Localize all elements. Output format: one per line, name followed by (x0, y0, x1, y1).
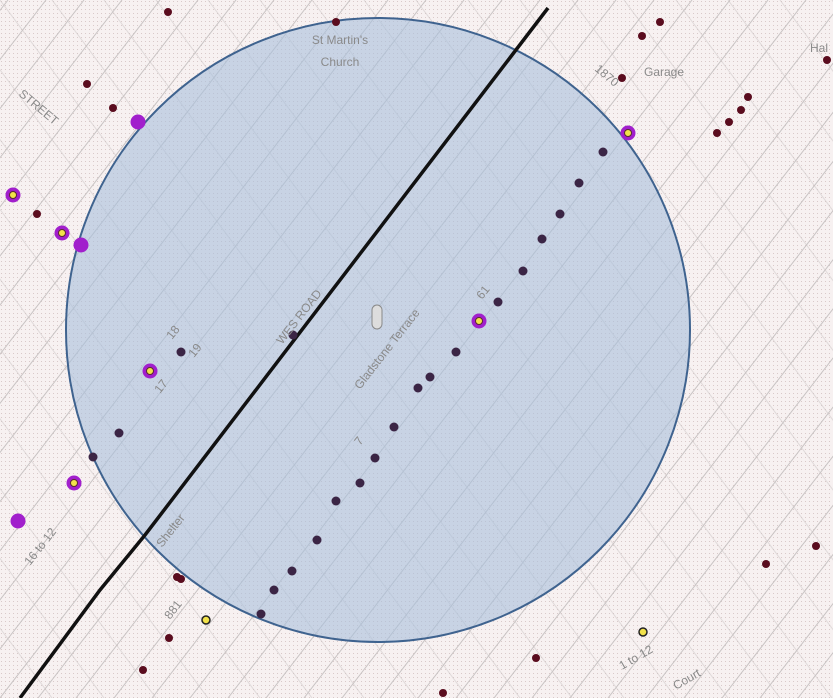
search-radius (65, 17, 691, 643)
point (737, 106, 745, 114)
point (713, 129, 721, 137)
point (287, 566, 297, 576)
label: Hal (810, 41, 828, 55)
street-line (493, 258, 833, 698)
point (744, 93, 752, 101)
point (618, 74, 626, 82)
point-center (475, 317, 483, 325)
label: St Martin's (312, 33, 368, 47)
parcel-line (571, 0, 833, 352)
point (518, 266, 528, 276)
point (114, 428, 124, 438)
point (574, 178, 584, 188)
parcel-line (0, 348, 261, 698)
point-center (70, 479, 78, 487)
point (537, 234, 547, 244)
parcel-line (675, 0, 833, 212)
point (555, 209, 565, 219)
point (176, 347, 186, 357)
point (638, 627, 648, 637)
point (256, 609, 266, 619)
point (73, 237, 89, 253)
point-center (146, 367, 154, 375)
street-line (0, 0, 161, 208)
point (165, 634, 173, 642)
point (331, 496, 341, 506)
point (288, 330, 298, 340)
point (812, 542, 820, 550)
point (532, 654, 540, 662)
point (88, 452, 98, 462)
street-line (531, 308, 833, 698)
parcel-line (727, 0, 833, 142)
street-line (645, 455, 833, 698)
parcel-line (0, 557, 105, 698)
point (201, 615, 211, 625)
point-center (624, 129, 632, 137)
points (5, 8, 831, 697)
point (370, 453, 380, 463)
street-line (607, 406, 833, 698)
street-line (0, 0, 237, 306)
point (762, 560, 770, 568)
label: Garage (644, 65, 684, 79)
street-line (569, 357, 833, 698)
parcel-line (0, 487, 157, 698)
point (725, 118, 733, 126)
point (425, 372, 435, 382)
point (439, 689, 447, 697)
point (656, 18, 664, 26)
point (312, 535, 322, 545)
route-line (18, 6, 550, 698)
point (130, 114, 146, 130)
point (109, 104, 117, 112)
point (355, 478, 365, 488)
point (177, 575, 185, 583)
street-line (683, 504, 833, 698)
point (413, 383, 423, 393)
parcel-line (623, 0, 833, 282)
point (33, 210, 41, 218)
street-line (0, 0, 123, 159)
point-center (9, 191, 17, 199)
point (139, 666, 147, 674)
point-center (58, 229, 66, 237)
point (638, 32, 646, 40)
point (598, 147, 608, 157)
point (389, 422, 399, 432)
label: Church (321, 55, 360, 69)
street-line (0, 0, 199, 257)
point (493, 297, 503, 307)
point (823, 56, 831, 64)
point (269, 585, 279, 595)
point (332, 18, 340, 26)
street-line (721, 553, 833, 698)
point (164, 8, 172, 16)
point (10, 513, 26, 529)
point (451, 347, 461, 357)
center-marker (371, 304, 383, 330)
parcel-line (0, 417, 209, 698)
point (83, 80, 91, 88)
